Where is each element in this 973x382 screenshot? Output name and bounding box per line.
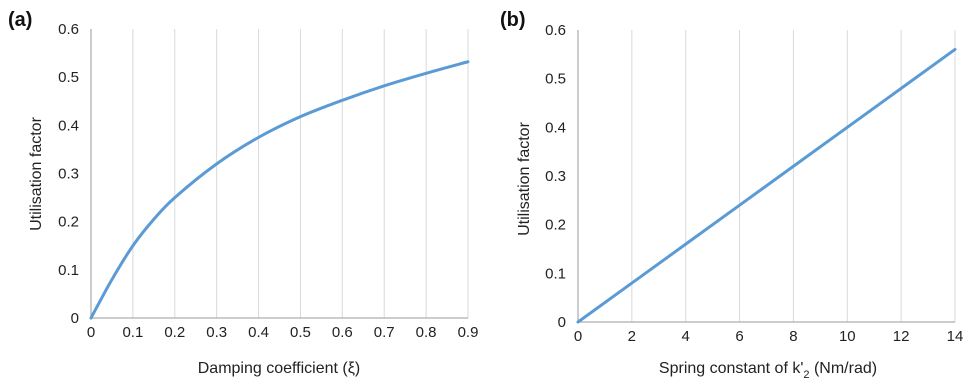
y-tick-label-b: 0 bbox=[558, 314, 566, 331]
y-axis-label-b: Utilisation factor bbox=[516, 121, 533, 235]
x-tick-label-a: 0.5 bbox=[290, 324, 311, 341]
x-tick-labels-a: 0 0.1 0.2 0.3 0.4 0.5 0.6 0.7 0.8 0.9 bbox=[87, 324, 479, 341]
x-axis-label-a: Damping coefficient (ξ) bbox=[198, 360, 361, 377]
x-tick-label-a: 0.7 bbox=[374, 324, 395, 341]
y-tick-labels-a: 0 0.1 0.2 0.3 0.4 0.5 0.6 bbox=[58, 21, 79, 327]
y-tick-label-a: 0.2 bbox=[58, 214, 79, 231]
y-tick-label-a: 0.4 bbox=[58, 117, 79, 134]
y-axis-label-a: Utilisation factor bbox=[28, 116, 45, 230]
x-tick-label-a: 0.2 bbox=[164, 324, 185, 341]
y-tick-label-a: 0 bbox=[71, 310, 79, 327]
chart-panel-a: (a) 0 0.1 0.2 0.3 0.4 0.5 0.6 0 0.1 0.2 0.3 0.4 0.5… bbox=[8, 9, 478, 377]
x-tick-label-b: 6 bbox=[735, 328, 743, 345]
x-tick-label-a: 0.4 bbox=[248, 324, 269, 341]
x-axis-label-b-subscript: 2 bbox=[803, 369, 809, 381]
x-tick-labels-b: 0 2 4 6 8 10 12 14 bbox=[574, 328, 964, 345]
series-a bbox=[89, 60, 470, 320]
x-tick-label-a: 0.9 bbox=[458, 324, 479, 341]
series-b bbox=[576, 47, 957, 324]
x-tick-label-b: 2 bbox=[628, 328, 636, 345]
y-tick-label-a: 0.1 bbox=[58, 262, 79, 279]
x-tick-label-b: 0 bbox=[574, 328, 582, 345]
y-tick-label-a: 0.3 bbox=[58, 166, 79, 183]
chart-panel-b: (b) 0 0.1 0.2 0.3 0.4 0.5 0.6 0 2 4 6 8 10 12 14 Spri… bbox=[500, 9, 963, 381]
y-tick-label-b: 0.2 bbox=[545, 217, 566, 234]
y-tick-labels-b: 0 0.1 0.2 0.3 0.4 0.5 0.6 bbox=[545, 22, 566, 331]
y-tick-label-b: 0.6 bbox=[545, 22, 566, 39]
y-tick-label-b: 0.1 bbox=[545, 265, 566, 282]
x-tick-label-a: 0.3 bbox=[206, 324, 227, 341]
y-tick-label-a: 0.6 bbox=[58, 21, 79, 38]
x-axis-label-b-main: Spring constant of k' bbox=[659, 360, 803, 377]
axes-b bbox=[577, 30, 955, 323]
panel-label-a: (a) bbox=[8, 9, 32, 31]
grid-b bbox=[631, 30, 956, 322]
x-tick-label-a: 0.8 bbox=[416, 324, 437, 341]
x-tick-label-b: 8 bbox=[789, 328, 797, 345]
axes-a bbox=[90, 29, 468, 319]
x-axis-label-b: Spring constant of k'2 (Nm/rad) bbox=[659, 360, 877, 381]
grid-a bbox=[132, 29, 469, 318]
series-line-b bbox=[576, 47, 957, 324]
x-tick-label-a: 0.1 bbox=[122, 324, 143, 341]
series-line-a bbox=[89, 60, 470, 320]
x-tick-label-b: 4 bbox=[682, 328, 690, 345]
y-tick-label-b: 0.3 bbox=[545, 168, 566, 185]
x-axis-label-b-suffix: (Nm/rad) bbox=[810, 360, 878, 377]
x-tick-label-b: 14 bbox=[947, 328, 964, 345]
x-tick-label-a: 0 bbox=[87, 324, 95, 341]
panel-label-b: (b) bbox=[500, 9, 526, 31]
x-tick-label-a: 0.6 bbox=[332, 324, 353, 341]
y-tick-label-b: 0.5 bbox=[545, 71, 566, 88]
x-tick-label-b: 12 bbox=[893, 328, 910, 345]
y-tick-label-a: 0.5 bbox=[58, 69, 79, 86]
y-tick-label-b: 0.4 bbox=[545, 119, 566, 136]
x-tick-label-b: 10 bbox=[839, 328, 856, 345]
